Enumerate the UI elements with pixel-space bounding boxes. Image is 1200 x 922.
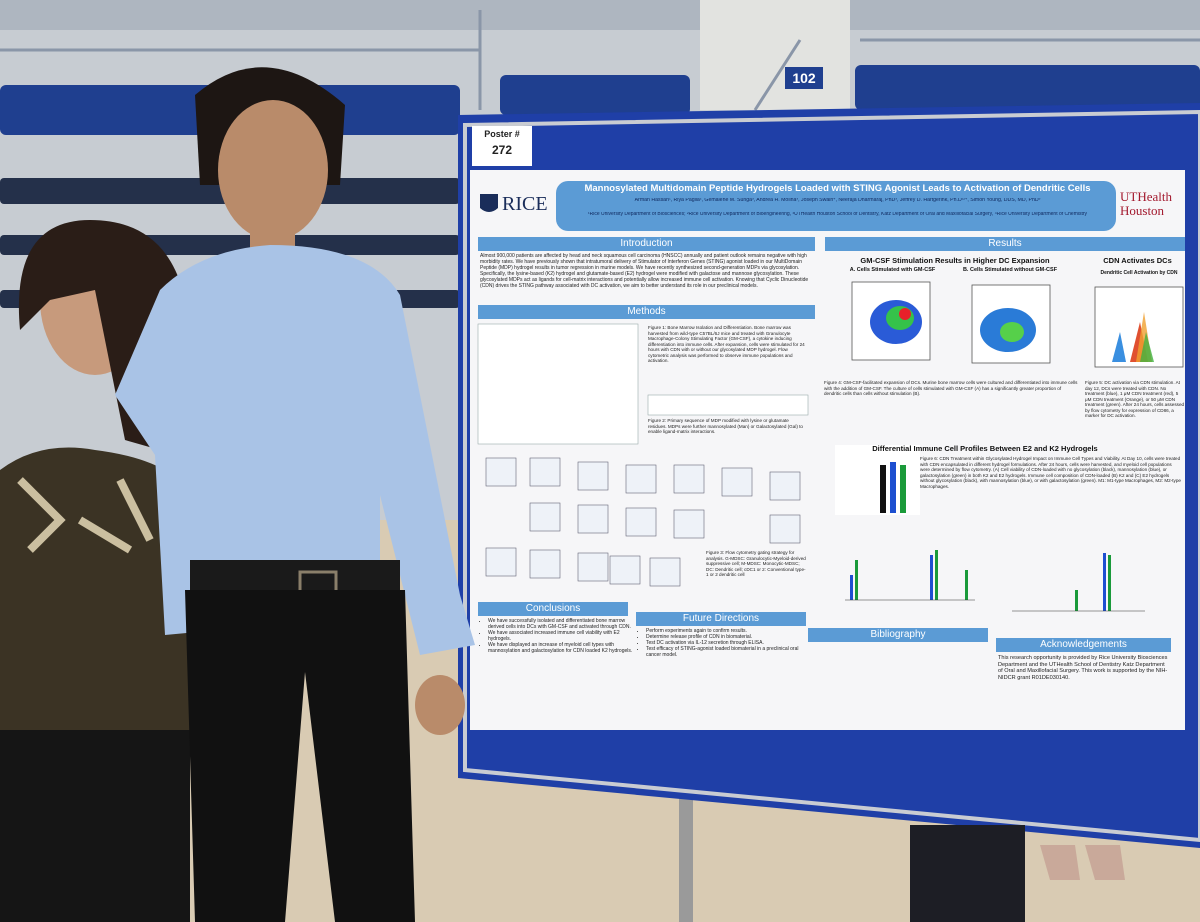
section-sign: 102: [792, 70, 816, 86]
figure-caption: Figure 3: Flow cytometry gating strategy…: [706, 550, 806, 577]
figure-caption: Figure 4: GM-CSF-facilitated expansion o…: [824, 380, 1078, 396]
section-heading: Conclusions: [478, 602, 628, 616]
rice-shield: [480, 194, 498, 212]
rice-logo: RICE: [502, 193, 548, 215]
method-diagram: [477, 323, 809, 445]
panel-label: Dendritic Cell Activation by CDN: [1100, 270, 1178, 276]
stairs: [700, 0, 850, 110]
man: [115, 67, 475, 922]
stand-pole: [679, 795, 693, 922]
board-frame: [463, 109, 1200, 843]
future-item: Test efficacy of STING-agonist loaded bi…: [646, 646, 812, 658]
conclusion-item: We have successfully isolated and differ…: [488, 618, 634, 630]
passerby: [910, 825, 1025, 922]
bar-figures: [835, 445, 1145, 612]
future-item: Determine release profile of CDN in biom…: [646, 634, 812, 640]
results-subheading: Differential Immune Cell Profiles Betwee…: [872, 444, 1098, 453]
figure-caption: Figure 5: DC activation via CDN stimulat…: [1085, 380, 1185, 418]
section-heading: Methods: [478, 305, 815, 319]
poster-tag-number: 272: [491, 144, 513, 157]
section-heading: Results: [825, 237, 1185, 251]
gating-plots: [485, 457, 801, 587]
poster-affiliations: ¹Rice University Department of Bioscienc…: [587, 212, 1088, 217]
conclusion-item: We have associated increased immune cell…: [488, 630, 634, 642]
passerby-feet: [1040, 845, 1125, 880]
figure-caption: Figure 2: Primary sequence of MDP modifi…: [648, 418, 803, 434]
figure-caption: Figure 1: Bone Marrow Isolation and Diff…: [648, 325, 805, 363]
section-heading: Introduction: [478, 237, 815, 251]
figure-caption: Figure 6: CDN Treatment within Glycosyla…: [920, 456, 1181, 489]
uthealth-logo: UTHealth Houston: [1120, 190, 1172, 218]
panel-label: B. Cells Stimulated without GM-CSF: [962, 267, 1058, 273]
conclusion-item: We have displayed an increase of myeloid…: [488, 642, 634, 654]
poster-tag: [472, 126, 532, 166]
flow-plots: [851, 281, 1184, 368]
section-sign: [785, 67, 823, 89]
poster-title: Mannosylated Multidomain Peptide Hydroge…: [584, 184, 1091, 194]
railings: [0, 10, 1200, 111]
results-subheading: GM-CSF Stimulation Results in Higher DC …: [860, 256, 1050, 265]
section-heading: Future Directions: [636, 612, 806, 626]
results-subheading: CDN Activates DCs: [1103, 256, 1172, 265]
conclusions-list: We have successfully isolated and differ…: [480, 618, 634, 654]
future-item: Test DC activation via IL-12 secretion t…: [646, 640, 812, 646]
introduction-text: Almost 900,000 patients are affected by …: [480, 253, 809, 289]
future-list: Perform experiments again to confirm res…: [638, 628, 812, 658]
poster-tag-label: Poster #: [484, 129, 520, 139]
poster-authors: Arman Hassan¹, Riya Pagila², Gemalene M.…: [634, 198, 1041, 203]
section-heading: Acknowledgements: [996, 638, 1171, 652]
upper-wall: [0, 0, 1200, 30]
section-heading: Bibliography: [808, 628, 988, 642]
panel-label: A. Cells Stimulated with GM-CSF: [849, 267, 936, 273]
title-bar: [556, 181, 1116, 231]
acknowledgements-text: This research opportunity is provided by…: [998, 655, 1168, 682]
woman: [0, 220, 196, 922]
future-item: Perform experiments again to confirm res…: [646, 628, 812, 634]
